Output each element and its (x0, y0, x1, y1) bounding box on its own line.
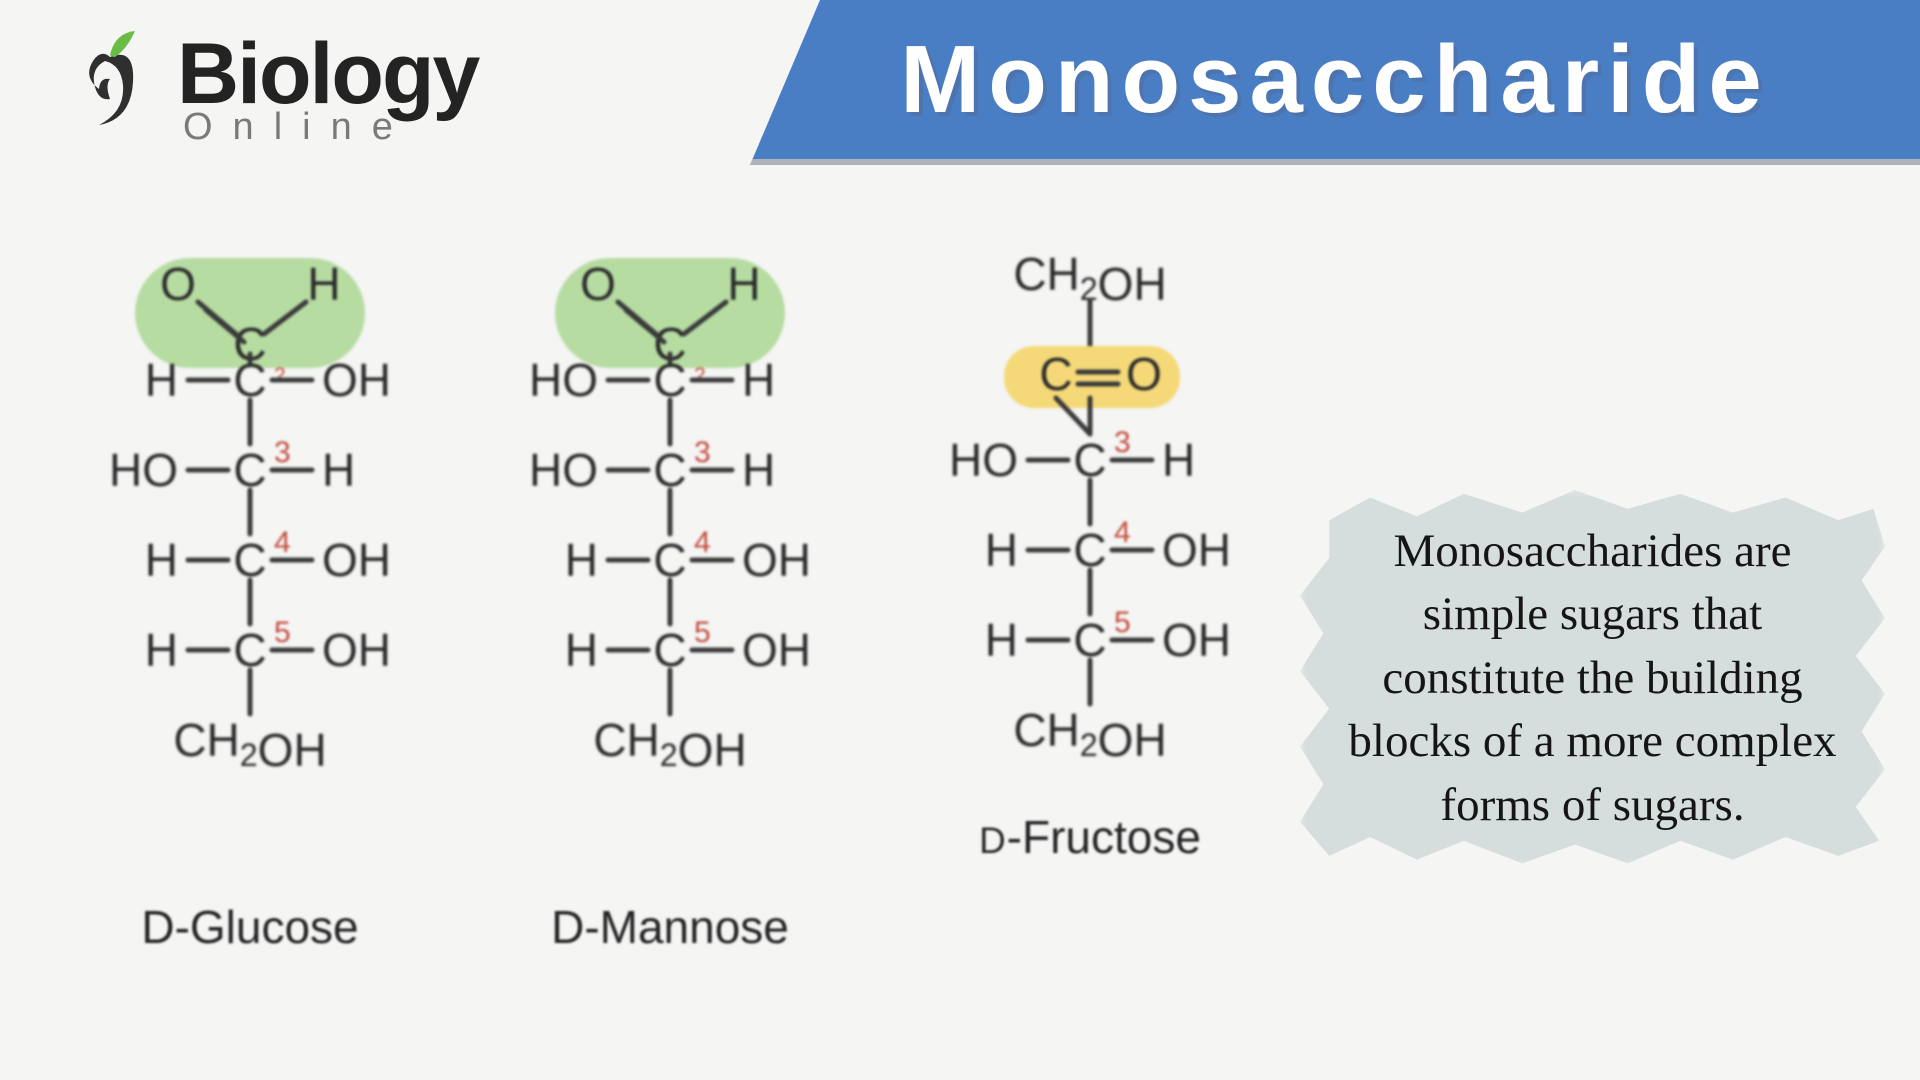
svg-text:OH: OH (322, 354, 391, 406)
svg-text:2: 2 (694, 364, 706, 387)
svg-text:HO: HO (109, 444, 178, 496)
molecule-column: COHC2HOHC3HOHC4HOHC5HOHCH2OHD-Mannose (510, 240, 830, 954)
svg-text:2: 2 (274, 364, 286, 387)
svg-text:CH2OH: CH2OH (173, 714, 326, 776)
logo-text: Biology Online (177, 25, 478, 149)
svg-text:4: 4 (1114, 516, 1131, 549)
svg-text:HO: HO (529, 444, 598, 496)
svg-text:H: H (1162, 434, 1195, 486)
molecule-structure: COHC2HOHC3HOHC4HOHC5HOHCH2OH (510, 240, 830, 860)
logo-icon (55, 27, 165, 147)
molecule-structure: CH2OHCOC3HOHC4HOHC5HOHCH2OH (930, 240, 1250, 770)
svg-text:4: 4 (694, 526, 711, 559)
svg-text:H: H (565, 534, 598, 586)
svg-text:OH: OH (742, 534, 811, 586)
logo-swirl (89, 54, 133, 125)
logo-leaf (110, 31, 135, 57)
molecule-row: COHC2HOHC3HOHC4HOHC5HOHCH2OHD-GlucoseCOH… (90, 240, 1250, 954)
svg-text:H: H (727, 258, 760, 310)
header: Biology Online Monosaccharide (0, 0, 1920, 190)
svg-text:OH: OH (1162, 614, 1231, 666)
svg-text:H: H (985, 614, 1018, 666)
svg-text:C: C (1039, 348, 1072, 400)
svg-text:3: 3 (694, 436, 711, 469)
svg-text:O: O (1126, 348, 1162, 400)
svg-text:OH: OH (1162, 524, 1231, 576)
svg-text:OH: OH (742, 624, 811, 676)
svg-text:5: 5 (694, 616, 711, 649)
svg-text:HO: HO (529, 354, 598, 406)
title-banner: Monosaccharide (750, 0, 1920, 165)
definition-text: Monosaccharides are simple sugars that c… (1320, 510, 1865, 847)
svg-text:5: 5 (1114, 606, 1131, 639)
logo-sub-text: Online (183, 106, 478, 149)
svg-text:CH2OH: CH2OH (593, 714, 746, 776)
molecule-name: D-Mannose (551, 900, 789, 954)
svg-text:H: H (145, 624, 178, 676)
molecule-column: CH2OHCOC3HOHC4HOHC5HOHCH2OHD-Fructose (930, 240, 1250, 954)
svg-text:H: H (145, 534, 178, 586)
svg-text:H: H (985, 524, 1018, 576)
svg-text:3: 3 (274, 436, 291, 469)
logo: Biology Online (55, 25, 478, 149)
svg-text:O: O (160, 258, 196, 310)
svg-text:H: H (307, 258, 340, 310)
svg-text:4: 4 (274, 526, 291, 559)
svg-text:H: H (742, 444, 775, 496)
definition-callout: Monosaccharides are simple sugars that c… (1320, 510, 1865, 847)
svg-text:H: H (742, 354, 775, 406)
molecule-structure: COHC2HOHC3HOHC4HOHC5HOHCH2OH (90, 240, 410, 860)
content-area: COHC2HOHC3HOHC4HOHC5HOHCH2OHD-GlucoseCOH… (0, 210, 1920, 1080)
molecule-column: COHC2HOHC3HOHC4HOHC5HOHCH2OHD-Glucose (90, 240, 410, 954)
svg-text:OH: OH (322, 534, 391, 586)
svg-text:CH2OH: CH2OH (1013, 704, 1166, 766)
svg-text:5: 5 (274, 616, 291, 649)
molecule-name: D-Glucose (141, 900, 358, 954)
svg-text:HO: HO (949, 434, 1018, 486)
molecule-name: D-Fructose (979, 810, 1201, 864)
svg-text:OH: OH (322, 624, 391, 676)
svg-text:H: H (145, 354, 178, 406)
page-title: Monosaccharide (900, 25, 1770, 135)
svg-text:O: O (580, 258, 616, 310)
svg-text:H: H (322, 444, 355, 496)
svg-text:3: 3 (1114, 426, 1131, 459)
svg-text:H: H (565, 624, 598, 676)
